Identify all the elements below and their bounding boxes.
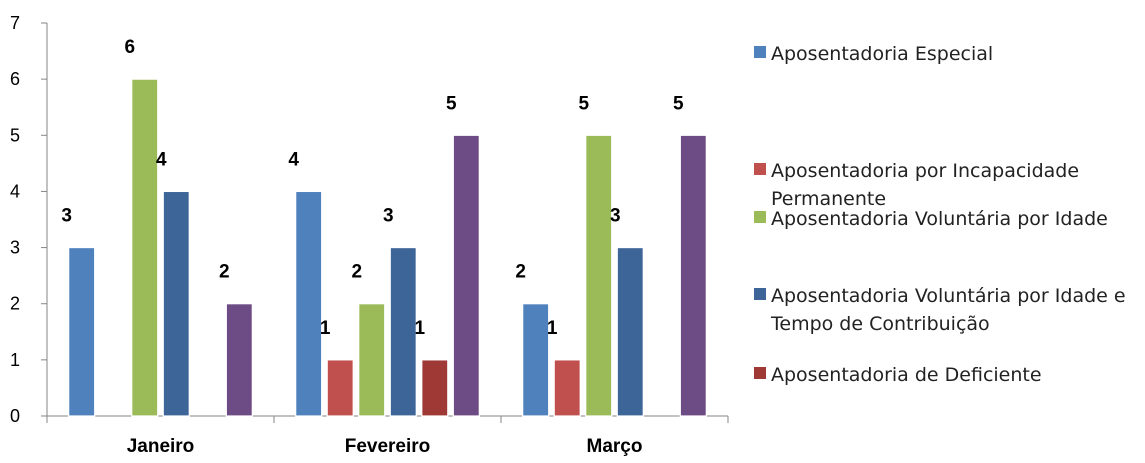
legend-swatch (754, 46, 766, 58)
data-label: 6 (124, 37, 135, 58)
bar-chart: 0 1 2 3 4 5 6 7 Janeiro Fevereiro Março 3 4 2 1 1 6 2 5 4… (10, 13, 729, 457)
bar (452, 134, 480, 417)
bar (131, 78, 159, 417)
data-label: 1 (547, 318, 558, 339)
legend-item: Aposentadoria Especial (754, 40, 1141, 68)
legend-swatch (754, 211, 766, 223)
bar (553, 359, 581, 417)
legend-label: Aposentadoria de Deficiente (771, 364, 1042, 386)
legend-label: Aposentadoria Especial (771, 43, 994, 65)
bars (68, 78, 707, 417)
y-tick-label: 5 (10, 125, 20, 145)
data-labels: 3 4 2 1 1 6 2 5 4 3 3 1 2 5 5 (61, 37, 684, 339)
data-label: 2 (515, 262, 526, 283)
y-tick-label: 7 (10, 13, 20, 33)
bar (326, 359, 354, 417)
legend-label: Aposentadoria Voluntária por Idade (771, 208, 1108, 230)
x-axis: Janeiro Fevereiro Março (46, 415, 729, 457)
bar (225, 303, 253, 417)
legend-label: Aposentadoria Voluntária por Idade e Tem… (771, 285, 1126, 335)
data-label: 3 (383, 206, 394, 227)
legend-item: Aposentadoria Voluntária por Idade e Tem… (754, 282, 1141, 338)
category-label: Março (587, 436, 643, 457)
category-label: Janeiro (127, 436, 195, 457)
bar (421, 359, 449, 417)
data-label: 5 (446, 93, 457, 114)
category-label: Fevereiro (345, 436, 431, 457)
bar (295, 190, 323, 417)
data-label: 2 (219, 262, 230, 283)
bar (162, 190, 190, 417)
data-label: 2 (351, 262, 362, 283)
data-label: 5 (578, 93, 589, 114)
data-label: 4 (156, 149, 167, 170)
data-label: 3 (610, 206, 621, 227)
legend-label: Aposentadoria por Incapacidade Permanent… (771, 160, 1080, 210)
legend-item: Aposentadoria Voluntária por Idade (754, 205, 1141, 233)
data-label: 1 (320, 318, 331, 339)
bar (679, 134, 707, 417)
y-tick-label: 0 (10, 406, 20, 426)
y-tick-label: 6 (10, 69, 20, 89)
bar (68, 246, 96, 417)
data-label: 4 (288, 149, 299, 170)
legend-item: Aposentadoria por Incapacidade Permanent… (754, 157, 1141, 213)
bar (522, 303, 550, 417)
bar (389, 246, 417, 417)
y-tick-label: 4 (10, 181, 20, 201)
y-axis: 0 1 2 3 4 5 6 7 (10, 13, 48, 426)
data-label: 5 (673, 93, 684, 114)
bar (616, 246, 644, 417)
y-tick-label: 2 (10, 294, 20, 314)
data-label: 3 (61, 206, 72, 227)
y-tick-label: 1 (10, 350, 20, 370)
bar (585, 134, 613, 417)
legend-swatch (754, 367, 766, 379)
legend-item: Aposentadoria de Deficiente (754, 361, 1141, 389)
y-tick-label: 3 (10, 238, 20, 258)
data-label: 1 (415, 318, 426, 339)
legend-swatch (754, 163, 766, 175)
bar (358, 303, 386, 417)
legend-swatch (754, 288, 766, 300)
